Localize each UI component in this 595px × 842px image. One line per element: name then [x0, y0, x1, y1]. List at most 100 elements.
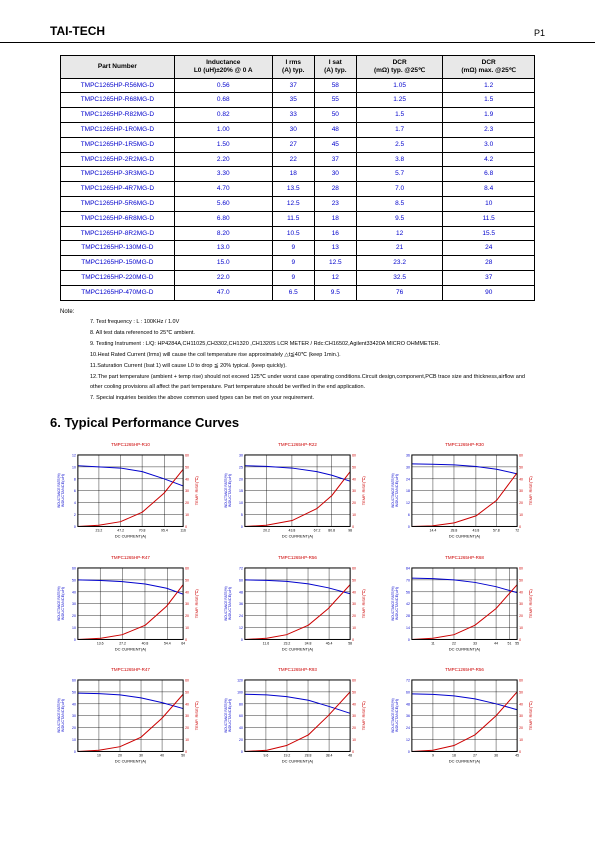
svg-text:36: 36 — [494, 754, 498, 758]
part-number-cell: TMPC1265HP-6R8MG-D — [61, 211, 175, 226]
svg-text:0: 0 — [74, 638, 76, 642]
svg-text:60: 60 — [239, 578, 243, 582]
svg-text:TEMP. RISE(℃): TEMP. RISE(℃) — [528, 588, 533, 618]
chart-title: TMPC1265HP-R47 — [56, 555, 205, 560]
value-cell: 3.0 — [443, 137, 535, 152]
svg-text:20: 20 — [118, 754, 122, 758]
value-cell: 30 — [272, 122, 314, 137]
svg-text:40: 40 — [185, 703, 189, 707]
svg-text:34.8: 34.8 — [305, 641, 312, 645]
page-number: P1 — [534, 28, 545, 38]
svg-text:70.8: 70.8 — [139, 529, 146, 533]
chart-cell: TMPC1265HP-R10 024681012010203040506023.… — [56, 442, 205, 540]
svg-text:58: 58 — [348, 641, 352, 645]
svg-text:23.2: 23.2 — [284, 641, 291, 645]
value-cell: 13.0 — [174, 241, 272, 256]
chart-svg: 0122436486072010203040506011.623.234.846… — [223, 562, 372, 653]
svg-text:18: 18 — [452, 754, 456, 758]
svg-text:4: 4 — [74, 502, 76, 506]
chart-cell: TMPC1265HP-R93 0204060801001200102030405… — [223, 667, 372, 765]
value-cell: 37 — [314, 152, 356, 167]
svg-text:80: 80 — [239, 703, 243, 707]
value-cell: 10.5 — [272, 226, 314, 241]
svg-text:36: 36 — [406, 454, 410, 458]
svg-text:20: 20 — [519, 502, 523, 506]
svg-text:51: 51 — [508, 641, 512, 645]
chart-svg: 061218243036010203040506014.428.843.857.… — [390, 449, 539, 540]
svg-text:20: 20 — [185, 502, 189, 506]
svg-text:0: 0 — [74, 750, 76, 754]
col-header: Part Number — [61, 56, 175, 79]
svg-text:10: 10 — [72, 466, 76, 470]
svg-text:10: 10 — [239, 502, 243, 506]
svg-text:60: 60 — [185, 566, 189, 570]
value-cell: 2.3 — [443, 122, 535, 137]
svg-text:9: 9 — [432, 754, 434, 758]
value-cell: 8.4 — [443, 182, 535, 197]
value-cell: 13.5 — [272, 182, 314, 197]
svg-text:72: 72 — [515, 529, 519, 533]
value-cell: 3.8 — [356, 152, 443, 167]
svg-text:55: 55 — [515, 641, 519, 645]
chart-cell: TMPC1265HP-R30 0612182430360102030405060… — [390, 442, 539, 540]
svg-text:28: 28 — [406, 614, 410, 618]
table-row: TMPC1265HP-1R5MG-D1.5027452.53.0 — [61, 137, 535, 152]
svg-text:60: 60 — [72, 566, 76, 570]
svg-text:DC CURRENT(A): DC CURRENT(A) — [115, 646, 147, 651]
svg-text:36: 36 — [239, 602, 243, 606]
col-header: DCR(mΩ) typ. @25℃ — [356, 56, 443, 79]
svg-text:INDUCTANCE RATE(%): INDUCTANCE RATE(%) — [224, 474, 228, 508]
value-cell: 76 — [356, 285, 443, 300]
note-item: 9. Testing Instrument : L/Q: HP4284A,CH1… — [90, 340, 535, 350]
svg-text:50: 50 — [185, 578, 189, 582]
value-cell: 9.5 — [356, 211, 443, 226]
chart-cell: TMPC1265HP-R68 0142842567084010203040506… — [390, 555, 539, 653]
part-number-cell: TMPC1265HP-150MG-D — [61, 256, 175, 271]
svg-text:64: 64 — [181, 641, 185, 645]
svg-text:30: 30 — [239, 454, 243, 458]
svg-text:10: 10 — [352, 514, 356, 518]
table-row: TMPC1265HP-220MG-D22.091232.537 — [61, 270, 535, 285]
value-cell: 1.05 — [356, 78, 443, 93]
value-cell: 8.5 — [356, 196, 443, 211]
svg-text:10: 10 — [352, 738, 356, 742]
value-cell: 18 — [314, 211, 356, 226]
value-cell: 4.2 — [443, 152, 535, 167]
svg-text:20: 20 — [352, 502, 356, 506]
col-header: I sat(A) typ. — [314, 56, 356, 79]
svg-text:TEMP. RISE(℃): TEMP. RISE(℃) — [361, 476, 366, 506]
svg-text:42: 42 — [406, 602, 410, 606]
value-cell: 1.5 — [443, 93, 535, 108]
table-row: TMPC1265HP-R82MG-D0.8233501.51.9 — [61, 108, 535, 123]
chart-title: TMPC1265HP-R56 — [223, 555, 372, 560]
col-header: I rms(A) typ. — [272, 56, 314, 79]
svg-text:TEMP. RISE(℃): TEMP. RISE(℃) — [194, 476, 199, 506]
svg-text:60: 60 — [519, 454, 523, 458]
svg-text:43.8: 43.8 — [289, 529, 296, 533]
svg-text:0: 0 — [185, 750, 187, 754]
svg-text:0: 0 — [519, 638, 521, 642]
svg-text:30: 30 — [185, 602, 189, 606]
svg-text:12: 12 — [72, 454, 76, 458]
svg-text:50: 50 — [352, 578, 356, 582]
spec-table: Part NumberInductanceL0 (uH)±20% @ 0 AI … — [60, 55, 535, 301]
note-item: 7. Special inquiries besides the above c… — [90, 394, 535, 404]
value-cell: 10 — [443, 196, 535, 211]
svg-text:0: 0 — [185, 638, 187, 642]
svg-text:0: 0 — [519, 525, 521, 529]
value-cell: 1.2 — [443, 78, 535, 93]
svg-text:10: 10 — [185, 514, 189, 518]
svg-text:INDUCTANCE RATE(%): INDUCTANCE RATE(%) — [57, 699, 61, 733]
svg-text:TEMP. RISE(℃): TEMP. RISE(℃) — [194, 588, 199, 618]
svg-text:2: 2 — [74, 514, 76, 518]
chart-svg: 01428425670840102030405060112233445155 I… — [390, 562, 539, 653]
svg-text:INDUCTANCE RATE(%): INDUCTANCE RATE(%) — [391, 699, 395, 733]
value-cell: 11.5 — [443, 211, 535, 226]
part-number-cell: TMPC1265HP-1R0MG-D — [61, 122, 175, 137]
svg-text:30: 30 — [352, 490, 356, 494]
svg-text:TEMP. RISE(℃): TEMP. RISE(℃) — [194, 701, 199, 731]
table-row: TMPC1265HP-8R2MG-D8.2010.5161215.5 — [61, 226, 535, 241]
svg-text:20.2: 20.2 — [263, 529, 270, 533]
svg-text:57.8: 57.8 — [493, 529, 500, 533]
svg-text:30: 30 — [519, 490, 523, 494]
